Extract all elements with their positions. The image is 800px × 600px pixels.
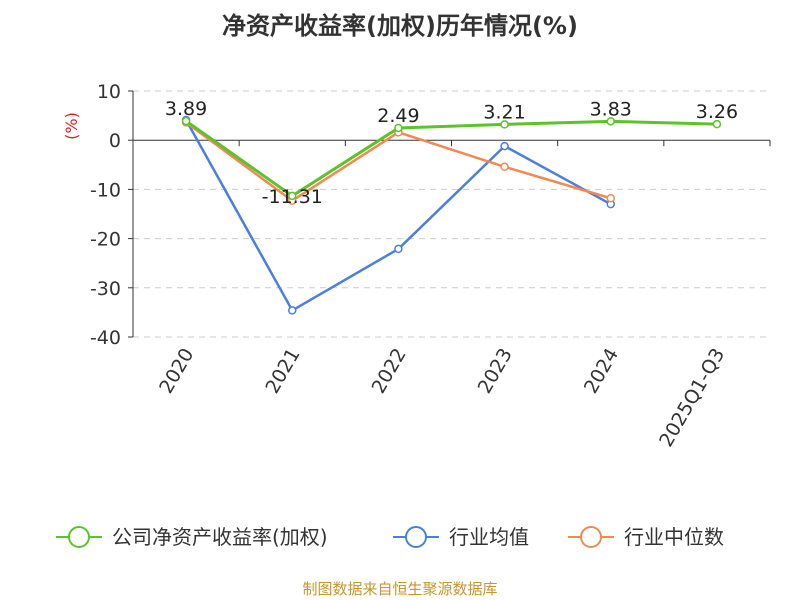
legend: 公司净资产收益率(加权) 行业均值 行业中位数 (56, 525, 724, 549)
source-note: 制图数据来自恒生聚源数据库 (302, 580, 498, 598)
x-tick-label: 2024 (580, 345, 623, 398)
data-point (500, 162, 509, 172)
data-point (394, 123, 403, 133)
data-point (181, 116, 191, 126)
x-tick-label: 2022 (368, 345, 411, 398)
legend-label: 行业均值 (449, 525, 529, 549)
data-label: 3.89 (165, 98, 207, 120)
legend-item: 行业中位数 (568, 525, 724, 549)
series-0 (181, 116, 722, 201)
legend-label: 行业中位数 (624, 525, 724, 549)
data-point (500, 120, 509, 129)
chart-title: 净资产收益率(加权)历年情况(%) (222, 12, 578, 40)
x-tick-label: 2025Q1-Q3 (655, 345, 729, 451)
series-line (185, 119, 717, 198)
data-label: 3.21 (483, 101, 525, 123)
series-line (184, 119, 612, 312)
legend-label: 公司净资产收益率(加权) (112, 525, 328, 549)
data-point (288, 191, 297, 201)
data-label: 3.83 (590, 98, 632, 120)
y-tick-label: 0 (109, 130, 121, 152)
data-point (288, 306, 297, 315)
axes: 10 0 -10 -20 -30 -40 (%) 2020 2021 2022 2023 2024 20… (62, 81, 771, 451)
y-tick-label: -40 (90, 327, 121, 349)
x-tick-label: 2023 (474, 345, 517, 398)
y-tick-label: 10 (97, 81, 121, 103)
data-point (500, 141, 509, 151)
data-point (606, 194, 615, 203)
y-tick-label: -10 (90, 179, 121, 201)
data-point (606, 117, 615, 126)
data-point (712, 119, 722, 129)
series-layer (181, 115, 722, 315)
legend-marker (405, 526, 427, 548)
x-tick-label: 2021 (261, 345, 304, 398)
grid-lines (133, 90, 770, 338)
series-1 (181, 115, 615, 315)
data-label: 3.26 (696, 101, 738, 123)
y-tick-label: -20 (90, 229, 121, 251)
legend-marker (68, 526, 90, 548)
y-axis-label: (%) (62, 112, 81, 140)
x-tick-label: 2020 (155, 345, 198, 398)
legend-item: 公司净资产收益率(加权) (56, 525, 328, 549)
data-labels: 3.89 -11.31 2.49 3.21 3.83 3.26 (165, 98, 738, 208)
legend-item: 行业均值 (393, 525, 529, 549)
data-label: 2.49 (377, 105, 419, 127)
data-point (394, 244, 403, 254)
data-label: -11.31 (262, 186, 323, 208)
legend-marker (580, 526, 602, 548)
y-tick-label: -30 (90, 278, 121, 300)
